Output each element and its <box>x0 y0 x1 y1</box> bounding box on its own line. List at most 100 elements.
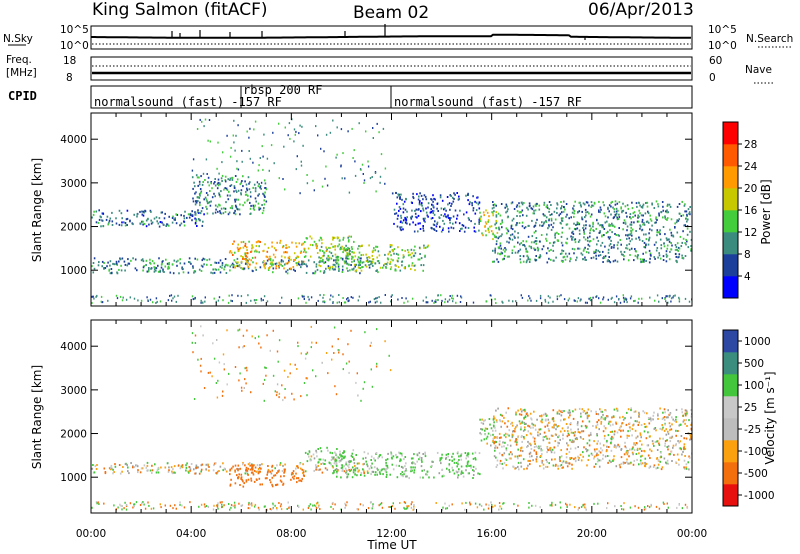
scatter-cell <box>568 416 570 419</box>
scatter-cell <box>483 508 485 511</box>
scatter-cell <box>497 237 500 240</box>
scatter-cell <box>504 422 506 425</box>
scatter-cell <box>235 134 237 137</box>
scatter-cell <box>609 431 612 433</box>
scatter-cell <box>263 505 266 508</box>
scatter-cell <box>305 271 308 274</box>
scatter-cell <box>234 470 236 473</box>
scatter-cell <box>577 297 580 300</box>
scatter-cell <box>418 203 421 206</box>
scatter-cell <box>371 176 373 178</box>
scatter-cell <box>678 247 681 250</box>
scatter-cell <box>499 244 502 247</box>
scatter-cell <box>521 221 524 224</box>
scatter-cell <box>149 262 152 265</box>
scatter-cell <box>275 265 278 267</box>
scatter-cell <box>634 505 636 508</box>
scatter-cell <box>608 224 610 227</box>
scatter-cell <box>242 240 245 243</box>
scatter-cell <box>678 212 681 215</box>
scatter-cell <box>395 456 398 459</box>
scatter-cell <box>483 438 486 441</box>
scatter-cell <box>250 479 253 482</box>
scatter-cell <box>606 507 608 510</box>
scatter-cell <box>484 229 487 232</box>
scatter-cell <box>118 260 120 263</box>
scatter-cell <box>207 463 209 466</box>
scatter-cell <box>223 268 225 271</box>
scatter-cell <box>112 472 114 475</box>
scatter-cell <box>426 473 428 476</box>
scatter-cell <box>315 341 317 344</box>
scatter-cell <box>683 419 685 422</box>
scatter-cell <box>635 442 638 444</box>
scatter-cell <box>578 456 580 459</box>
scatter-cell <box>510 422 512 425</box>
scatter-cell <box>146 461 149 464</box>
scatter-cell <box>253 128 255 131</box>
scatter-cell <box>328 250 331 253</box>
scatter-cell <box>249 191 252 194</box>
scatter-cell <box>523 436 525 438</box>
scatter-cell <box>587 243 590 246</box>
scatter-cell <box>544 413 547 416</box>
scatter-cell <box>640 229 643 232</box>
scatter-cell <box>563 410 565 412</box>
scatter-cell <box>633 300 635 303</box>
scatter-cell <box>384 262 386 265</box>
scatter-cell <box>245 382 247 385</box>
scatter-cell <box>485 234 487 237</box>
scatter-cell <box>330 505 332 508</box>
scatter-cell <box>634 429 637 432</box>
scatter-cell <box>267 468 270 471</box>
scatter-cell <box>566 426 569 429</box>
scatter-cell <box>402 219 405 222</box>
scatter-cell <box>240 241 243 244</box>
scatter-cell <box>530 447 533 450</box>
scatter-cell <box>569 439 571 442</box>
scatter-cell <box>515 413 517 416</box>
scatter-cell <box>658 442 660 445</box>
scatter-cell <box>533 247 535 250</box>
scatter-cell <box>251 504 253 507</box>
scatter-cell <box>442 215 445 218</box>
scatter-cell <box>297 297 300 300</box>
scatter-cell <box>667 430 669 433</box>
scatter-cell <box>195 218 198 221</box>
scatter-cell <box>356 258 359 261</box>
scatter-cell <box>626 215 628 218</box>
scatter-cell <box>338 460 341 463</box>
x-tick-label: 16:00 <box>477 528 507 540</box>
scatter-cell <box>683 224 685 227</box>
scatter-cell <box>205 198 208 201</box>
scatter-cell <box>637 506 640 509</box>
scatter-cell <box>437 294 439 297</box>
scatter-cell <box>198 268 201 271</box>
scatter-cell <box>116 271 118 274</box>
scatter-cell <box>362 266 364 268</box>
scatter-cell <box>238 346 240 349</box>
scatter-cell <box>229 194 231 197</box>
scatter-cell <box>391 192 394 195</box>
scatter-cell <box>222 390 224 393</box>
scatter-cell <box>546 451 548 454</box>
scatter-cell <box>282 246 284 249</box>
scatter-cell <box>256 250 258 253</box>
scatter-cell <box>332 508 334 510</box>
scatter-cell <box>584 246 586 249</box>
scatter-cell <box>266 157 269 160</box>
scatter-cell <box>665 260 668 263</box>
scatter-cell <box>348 371 350 374</box>
scatter-cell <box>150 219 152 222</box>
scatter-cell <box>276 350 279 353</box>
scatter-cell <box>573 440 575 443</box>
scatter-cell <box>543 413 545 416</box>
scatter-cell <box>460 452 463 455</box>
scatter-cell <box>529 463 531 466</box>
scatter-cell <box>606 220 608 223</box>
scatter-cell <box>147 270 150 273</box>
scatter-cell <box>416 453 419 456</box>
scatter-cell <box>559 252 562 255</box>
scatter-cell <box>229 469 231 472</box>
